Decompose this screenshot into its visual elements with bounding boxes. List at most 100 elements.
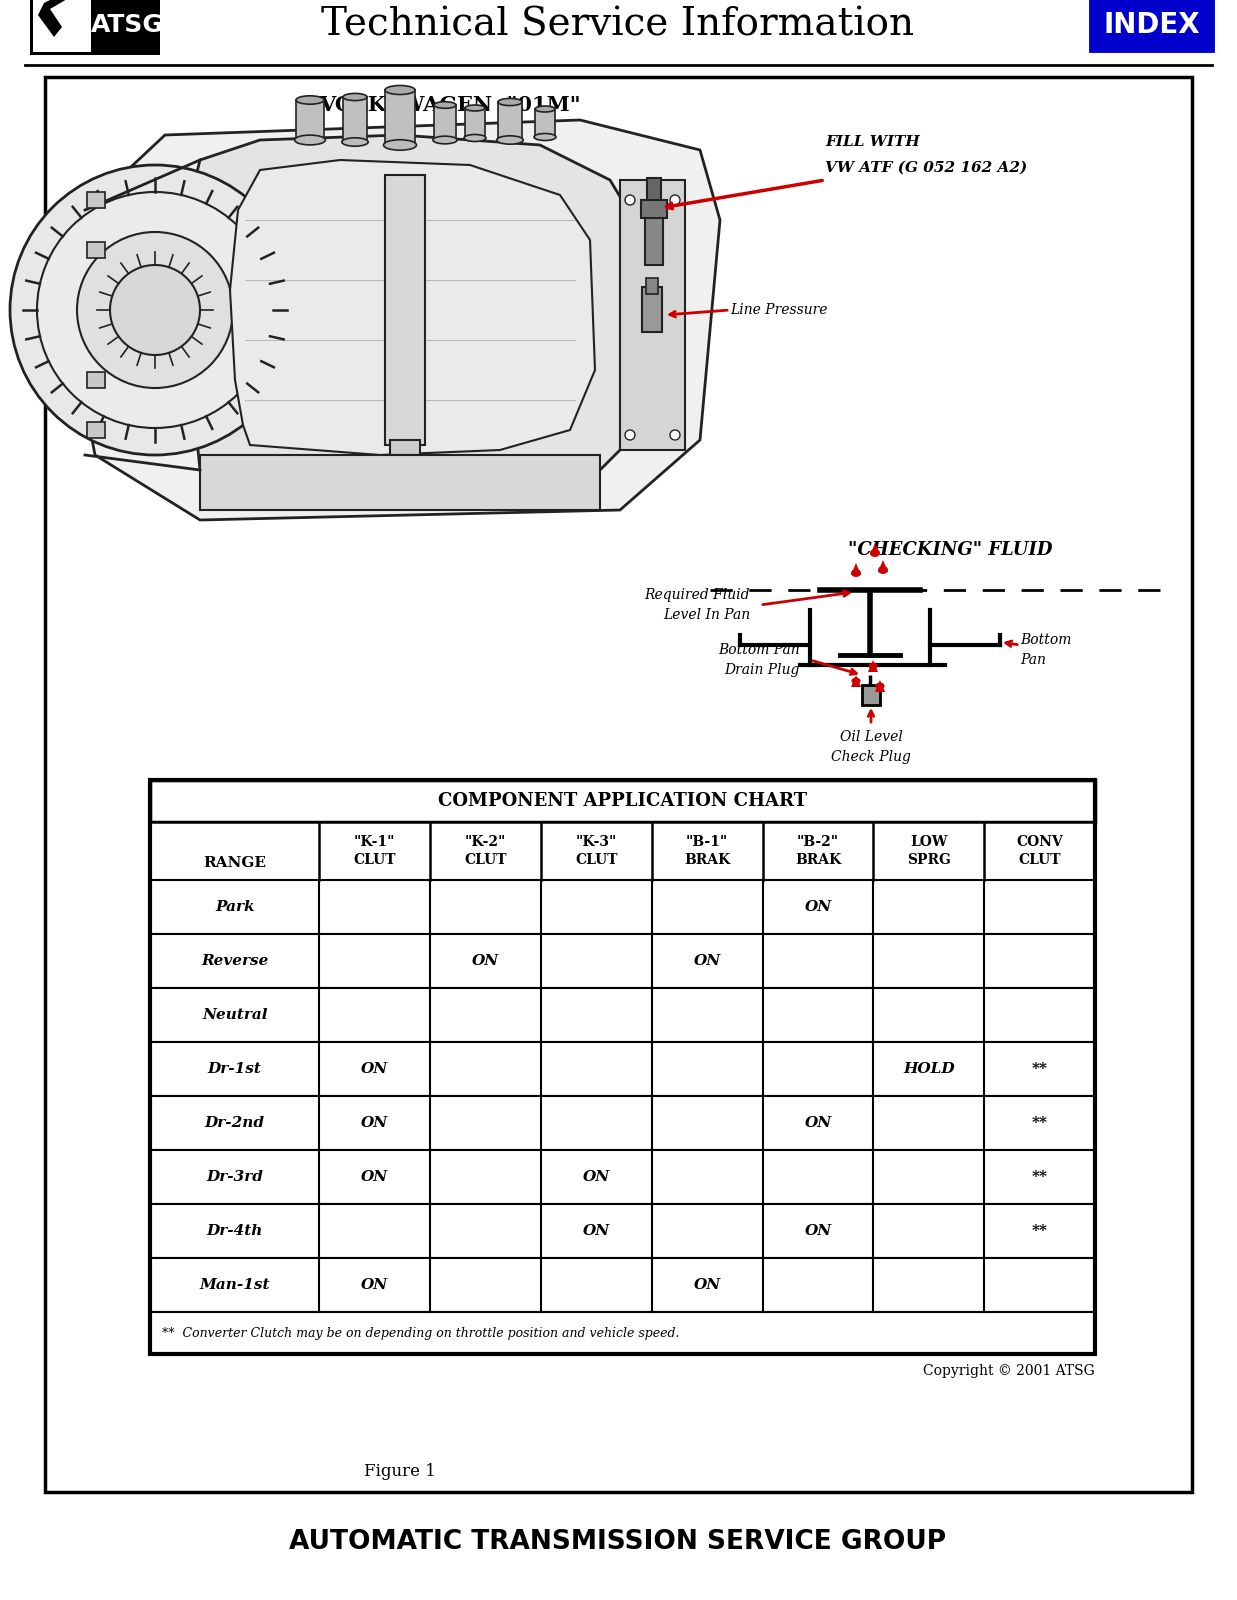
Text: ON: ON [473,954,500,968]
Text: COMPONENT APPLICATION CHART: COMPONENT APPLICATION CHART [438,792,807,810]
Bar [87,422,105,438]
Polygon shape [230,160,595,454]
Bar [385,174,426,445]
Polygon shape [851,675,861,686]
Text: Dr-2nd: Dr-2nd [205,1117,265,1130]
Bar [465,109,485,138]
Ellipse shape [851,677,861,685]
Bar [150,1150,1095,1203]
Text: VW ATF (G 052 162 A2): VW ATF (G 052 162 A2) [825,162,1027,174]
Text: ON: ON [804,899,831,914]
Ellipse shape [876,683,884,690]
Text: ON: ON [361,1117,388,1130]
Circle shape [77,232,233,387]
Bar [296,99,324,141]
Bar [620,179,685,450]
Ellipse shape [294,134,325,146]
Text: Man-1st: Man-1st [199,1278,270,1293]
Text: Bottom Pan
Drain Plug: Bottom Pan Drain Plug [719,643,800,677]
Text: Neutral: Neutral [202,1008,267,1022]
Bar [150,1203,1095,1258]
Text: ON: ON [583,1170,610,1184]
Text: ON: ON [804,1224,831,1238]
Bar [646,278,658,294]
Polygon shape [38,0,74,37]
Text: Park: Park [215,899,255,914]
Bar [644,210,663,266]
Ellipse shape [296,96,324,104]
Bar [150,987,1095,1042]
Bar [150,781,1095,1354]
Ellipse shape [497,136,523,144]
Text: **  Converter Clutch may be on depending on throttle position and vehicle speed.: ** Converter Clutch may be on depending … [162,1326,679,1339]
Polygon shape [868,659,878,672]
Text: RANGE: RANGE [203,856,266,870]
Ellipse shape [465,106,485,110]
Text: "B-2": "B-2" [797,835,839,850]
Bar [150,1312,1095,1354]
Circle shape [670,430,680,440]
Bar [641,200,667,218]
Ellipse shape [464,134,486,141]
Text: Line Pressure: Line Pressure [730,302,828,317]
Text: ON: ON [804,1117,831,1130]
Text: HOLD: HOLD [903,1062,955,1075]
Text: Dr-4th: Dr-4th [207,1224,263,1238]
Text: Required Fluid
Level In Pan: Required Fluid Level In Pan [644,589,750,622]
Ellipse shape [383,139,417,150]
Circle shape [625,430,635,440]
Ellipse shape [870,549,880,557]
Text: "B-1": "B-1" [687,835,729,850]
Ellipse shape [851,570,861,578]
Text: BRAK: BRAK [684,853,730,867]
Bar [30,0,160,54]
Bar [45,77,1192,1491]
Bar [150,880,1095,934]
Text: Bottom
Pan: Bottom Pan [1021,634,1071,667]
Ellipse shape [433,136,458,144]
Bar [150,781,1095,822]
Bar [434,106,456,141]
Bar [499,102,522,141]
Text: LOW: LOW [910,835,948,850]
Polygon shape [875,680,884,691]
Text: ON: ON [361,1170,388,1184]
Bar [534,109,555,138]
Text: ON: ON [583,1224,610,1238]
Text: "K-2": "K-2" [465,835,506,850]
Text: **: ** [1032,1117,1048,1130]
Ellipse shape [343,93,367,101]
Bar [150,1258,1095,1312]
Text: AUTOMATIC TRANSMISSION SERVICE GROUP: AUTOMATIC TRANSMISSION SERVICE GROUP [289,1530,946,1555]
Text: "CHECKING" FLUID: "CHECKING" FLUID [847,541,1053,558]
Text: **: ** [1032,1170,1048,1184]
Text: **: ** [1032,1062,1048,1075]
Text: ON: ON [361,1278,388,1293]
Circle shape [625,195,635,205]
Text: CLUT: CLUT [1018,853,1061,867]
Bar [87,371,105,387]
Bar [385,90,414,146]
Bar [1087,0,1217,54]
Circle shape [37,192,273,427]
Ellipse shape [385,85,414,94]
Circle shape [670,195,680,205]
Bar [642,286,662,333]
Text: Dr-1st: Dr-1st [208,1062,262,1075]
Bar [87,192,105,208]
Polygon shape [878,560,888,573]
Text: CLUT: CLUT [354,853,396,867]
Ellipse shape [878,566,888,574]
Text: ATSG: ATSG [90,13,163,37]
Text: BRAK: BRAK [795,853,841,867]
Text: "K-1": "K-1" [354,835,396,850]
Bar [647,178,661,200]
Text: CLUT: CLUT [575,853,617,867]
Text: Copyright © 2001 ATSG: Copyright © 2001 ATSG [923,1363,1095,1378]
Circle shape [110,266,200,355]
Bar [150,934,1095,987]
Circle shape [10,165,301,454]
Text: ON: ON [694,1278,721,1293]
Text: INDEX: INDEX [1103,11,1200,38]
Bar [862,685,880,706]
